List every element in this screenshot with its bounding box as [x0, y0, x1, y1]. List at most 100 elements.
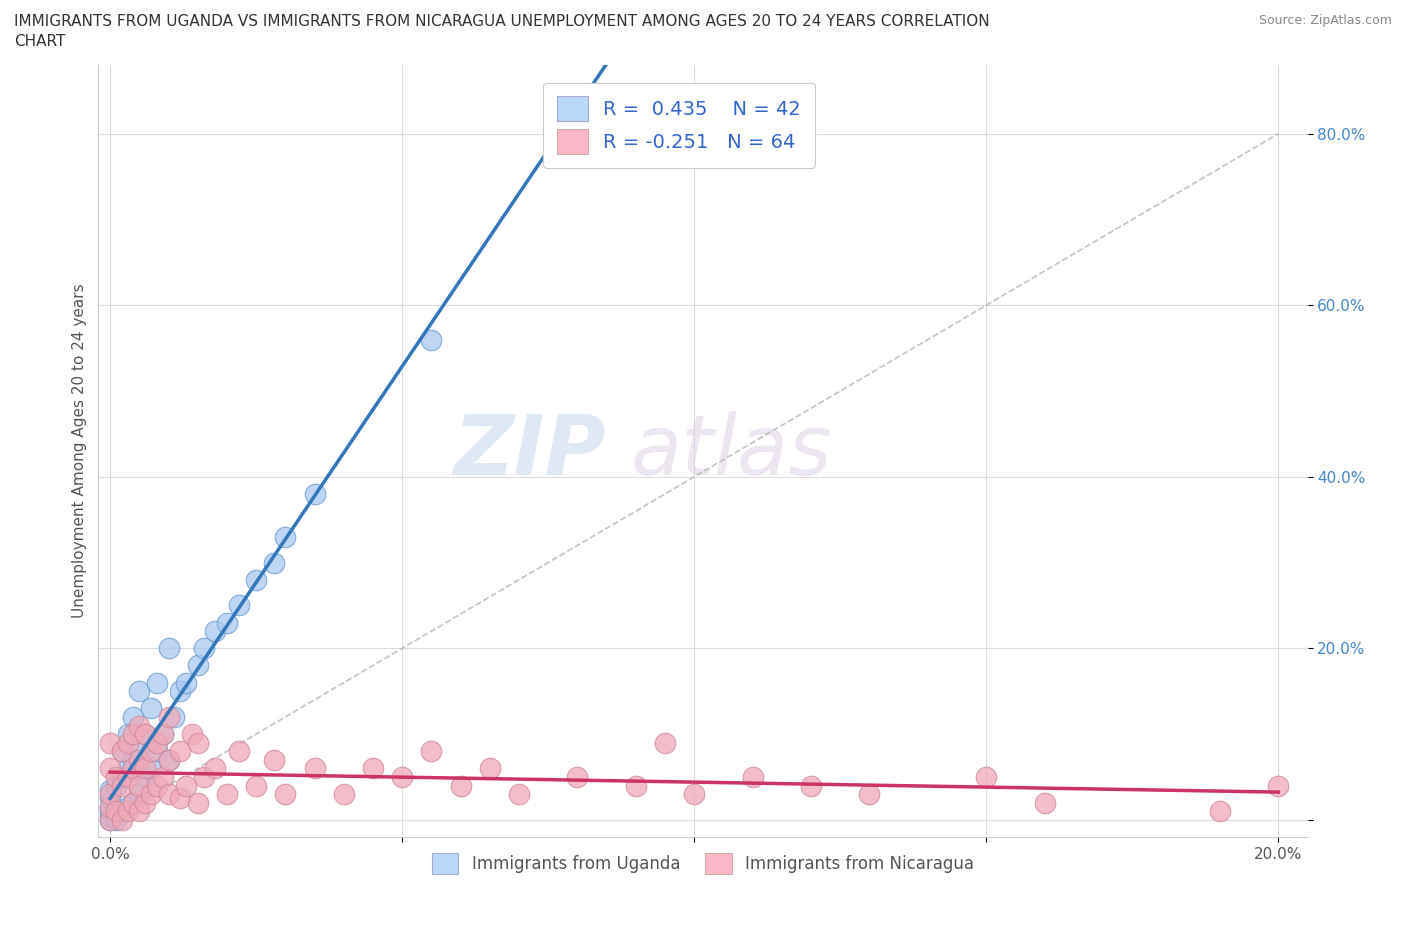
Point — [1267, 778, 1289, 793]
Point — [391, 769, 413, 784]
Point — [204, 761, 226, 776]
Point — [157, 752, 180, 767]
Point — [139, 744, 162, 759]
Point — [134, 795, 156, 810]
Point — [117, 800, 139, 815]
Point — [146, 744, 169, 759]
Point — [361, 761, 384, 776]
Point — [624, 778, 647, 793]
Point — [420, 744, 443, 759]
Point — [111, 744, 134, 759]
Point — [169, 684, 191, 698]
Point — [152, 726, 174, 741]
Point — [134, 726, 156, 741]
Point — [193, 641, 215, 656]
Point — [450, 778, 472, 793]
Text: Source: ZipAtlas.com: Source: ZipAtlas.com — [1258, 14, 1392, 27]
Point — [98, 808, 121, 823]
Point — [122, 795, 145, 810]
Point — [228, 744, 250, 759]
Point — [245, 572, 267, 587]
Point — [163, 710, 186, 724]
Point — [157, 787, 180, 802]
Point — [263, 555, 285, 570]
Point — [139, 701, 162, 716]
Point — [152, 726, 174, 741]
Text: IMMIGRANTS FROM UGANDA VS IMMIGRANTS FROM NICARAGUA UNEMPLOYMENT AMONG AGES 20 T: IMMIGRANTS FROM UGANDA VS IMMIGRANTS FRO… — [14, 14, 990, 29]
Point — [111, 744, 134, 759]
Point — [128, 684, 150, 698]
Point — [98, 787, 121, 802]
Point — [169, 744, 191, 759]
Point — [117, 726, 139, 741]
Point — [478, 761, 501, 776]
Legend: Immigrants from Uganda, Immigrants from Nicaragua: Immigrants from Uganda, Immigrants from … — [423, 844, 983, 883]
Point — [117, 804, 139, 818]
Point — [98, 782, 121, 797]
Point — [111, 769, 134, 784]
Point — [567, 769, 589, 784]
Point — [117, 761, 139, 776]
Point — [420, 332, 443, 347]
Point — [128, 778, 150, 793]
Point — [263, 752, 285, 767]
Point — [117, 736, 139, 751]
Point — [117, 769, 139, 784]
Point — [215, 787, 238, 802]
Point — [741, 769, 763, 784]
Point — [128, 752, 150, 767]
Point — [974, 769, 997, 784]
Point — [104, 778, 127, 793]
Point — [134, 761, 156, 776]
Point — [157, 710, 180, 724]
Point — [104, 813, 127, 828]
Text: ZIP: ZIP — [454, 410, 606, 492]
Point — [187, 795, 209, 810]
Point — [111, 813, 134, 828]
Point — [98, 790, 121, 805]
Point — [122, 795, 145, 810]
Point — [245, 778, 267, 793]
Point — [304, 486, 326, 501]
Point — [104, 769, 127, 784]
Point — [134, 769, 156, 784]
Point — [104, 804, 127, 818]
Point — [146, 778, 169, 793]
Point — [1209, 804, 1232, 818]
Point — [146, 675, 169, 690]
Text: atlas: atlas — [630, 410, 832, 492]
Point — [122, 710, 145, 724]
Point — [304, 761, 326, 776]
Point — [654, 736, 676, 751]
Point — [274, 529, 297, 544]
Point — [111, 804, 134, 818]
Point — [122, 752, 145, 767]
Point — [332, 787, 354, 802]
Point — [98, 813, 121, 828]
Point — [128, 744, 150, 759]
Point — [174, 675, 197, 690]
Point — [187, 736, 209, 751]
Point — [134, 726, 156, 741]
Point — [683, 787, 706, 802]
Point — [128, 804, 150, 818]
Point — [128, 718, 150, 733]
Point — [98, 813, 121, 828]
Point — [228, 598, 250, 613]
Point — [98, 736, 121, 751]
Point — [157, 641, 180, 656]
Point — [274, 787, 297, 802]
Point — [187, 658, 209, 673]
Point — [174, 778, 197, 793]
Point — [98, 800, 121, 815]
Point — [800, 778, 823, 793]
Point — [146, 736, 169, 751]
Point — [169, 790, 191, 805]
Point — [204, 624, 226, 639]
Point — [122, 761, 145, 776]
Point — [98, 804, 121, 818]
Point — [215, 615, 238, 630]
Point — [139, 761, 162, 776]
Point — [152, 769, 174, 784]
Point — [139, 787, 162, 802]
